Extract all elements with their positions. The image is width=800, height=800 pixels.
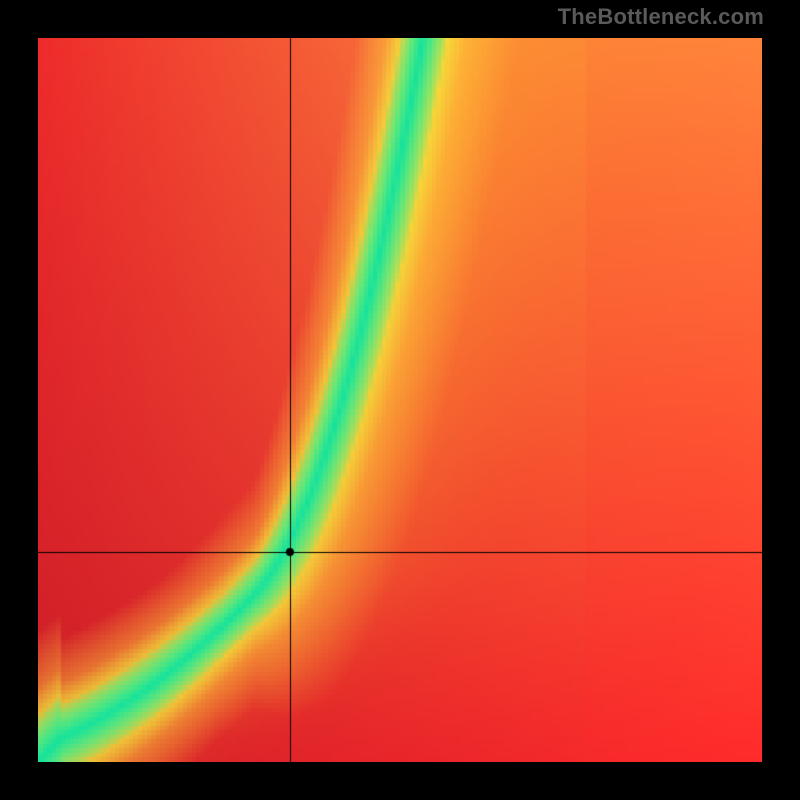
watermark-text: TheBottleneck.com bbox=[558, 4, 764, 30]
page-root: TheBottleneck.com bbox=[0, 0, 800, 800]
bottleneck-heatmap bbox=[38, 38, 762, 762]
